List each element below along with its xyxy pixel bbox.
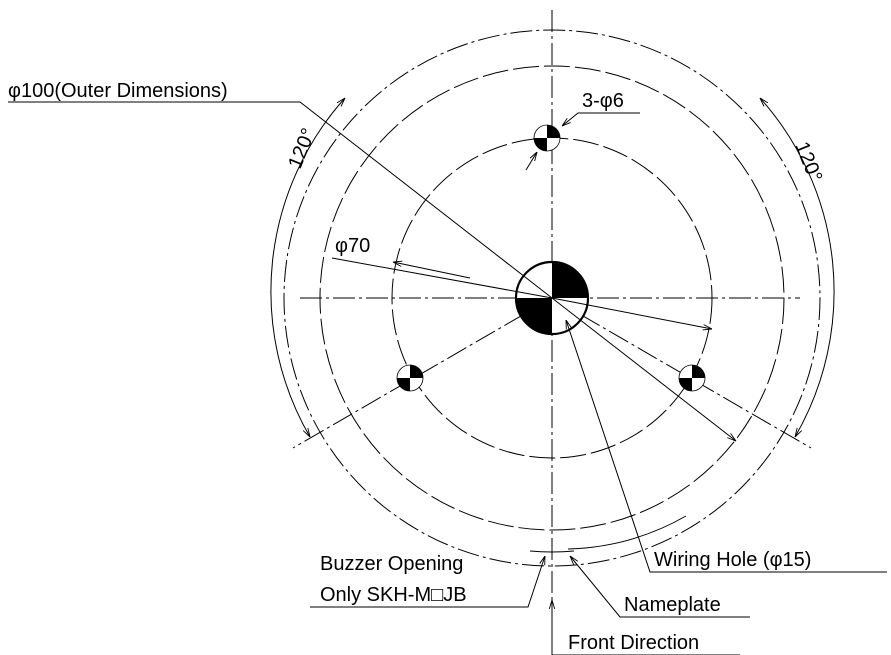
wiring-hole-label: Wiring Hole (φ15) (654, 549, 811, 571)
angle-right-label: 120° (790, 139, 826, 186)
buzzer-label: Buzzer Opening (320, 553, 463, 575)
outer-dimensions-label: φ100(Outer Dimensions) (8, 80, 228, 102)
nameplate-label: Nameplate (624, 594, 721, 616)
mount-holes-label: 3-φ6 (582, 90, 624, 112)
inner-diameter-label: φ70 (335, 235, 370, 257)
angle-left-label: 120° (284, 125, 320, 172)
geometry (8, 10, 887, 655)
buzzer-model-label: Only SKH-M□JB (320, 584, 467, 606)
front-direction-label: Front Direction (568, 632, 699, 654)
